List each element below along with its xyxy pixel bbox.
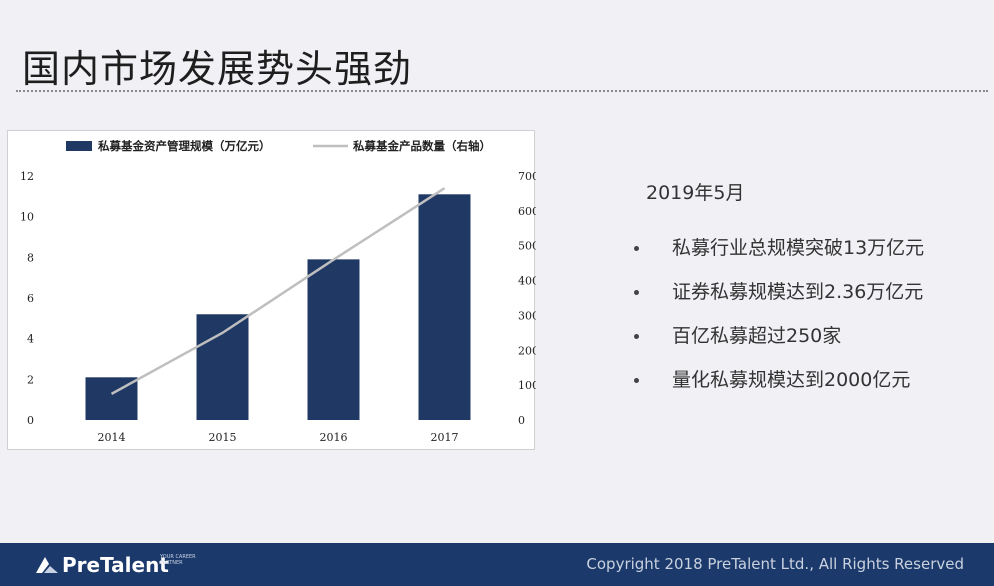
bullet-text: 私募行业总规模突破13万亿元: [672, 237, 925, 259]
footer-bar: PreTalent YOUR CAREER PARTNER Copyright …: [0, 543, 994, 586]
right-axis-tick-label: 60000: [518, 205, 536, 218]
left-axis-tick-label: 2: [27, 373, 34, 386]
right-axis-tick-label: 30000: [518, 309, 536, 322]
copyright-text: Copyright 2018 PreTalent Ltd., All Right…: [586, 555, 964, 573]
bullet-text: 证券私募规模达到2.36万亿元: [672, 281, 924, 303]
x-axis-tick-label: 2014: [98, 431, 126, 444]
bullet-text: 量化私募规模达到2000亿元: [672, 369, 911, 391]
right-axis-tick-label: 70000: [518, 170, 536, 183]
info-date: 2019年5月: [646, 182, 745, 204]
logo-mark-icon: [36, 557, 58, 573]
right-axis-tick-label: 10000: [518, 379, 536, 392]
chart-container: 私募基金资产管理规模（万亿元） 私募基金产品数量（右轴） 0 2 4 6 8 10 12 0 100…: [7, 130, 536, 450]
left-axis-tick-label: 0: [27, 414, 34, 427]
logo-tagline: YOUR CAREER PARTNER: [160, 554, 196, 566]
slide-title: 国内市场发展势头强劲: [22, 47, 413, 91]
series-line: [110, 187, 446, 395]
x-axis-tick-label: 2017: [431, 431, 459, 444]
combo-chart: 私募基金资产管理规模（万亿元） 私募基金产品数量（右轴） 0 2 4 6 8 10 12 0 100…: [20, 139, 536, 444]
bullet-item: 证券私募规模达到2.36万亿元: [630, 280, 924, 304]
bullet-item: 百亿私募超过250家: [630, 324, 924, 348]
bullet-item: 私募行业总规模突破13万亿元: [630, 236, 924, 260]
legend-label: 私募基金产品数量（右轴）: [353, 139, 491, 153]
right-axis-tick-label: 40000: [518, 275, 536, 288]
title-divider: [16, 90, 988, 92]
bullet-text: 百亿私募超过250家: [672, 325, 842, 347]
right-axis-tick-label: 0: [518, 414, 525, 427]
right-axis-tick-label: 50000: [518, 240, 536, 253]
bullet-dot-icon: [634, 290, 639, 295]
right-axis-tick-label: 20000: [518, 344, 536, 357]
bullet-dot-icon: [634, 378, 639, 383]
x-axis-tick-label: 2015: [209, 431, 237, 444]
bullet-dot-icon: [634, 246, 639, 251]
left-axis-tick-label: 4: [27, 333, 34, 346]
legend-label: 私募基金资产管理规模（万亿元）: [98, 139, 271, 153]
x-axis-tick-label: 2016: [320, 431, 348, 444]
left-axis-tick-label: 8: [27, 251, 34, 264]
bullet-dot-icon: [634, 334, 639, 339]
legend-bar-swatch: [66, 141, 92, 151]
left-axis-tick-label: 6: [27, 292, 34, 305]
left-axis-tick-label: 10: [20, 211, 34, 224]
logo-text: PreTalent: [62, 553, 169, 577]
bar: [307, 259, 360, 420]
bullet-item: 量化私募规模达到2000亿元: [630, 368, 924, 392]
bar: [196, 314, 249, 420]
bar: [418, 194, 471, 420]
info-bullet-list: 私募行业总规模突破13万亿元 证券私募规模达到2.36万亿元 百亿私募超过250…: [630, 236, 924, 412]
left-axis-tick-label: 12: [20, 170, 34, 183]
